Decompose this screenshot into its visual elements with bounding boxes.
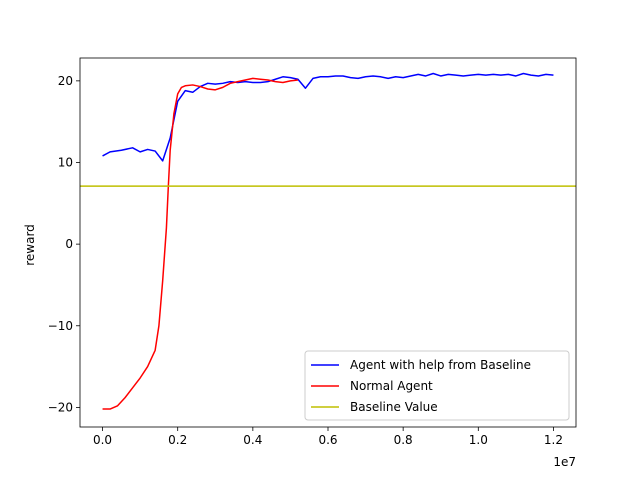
x-tick-label: 0.6 xyxy=(318,433,337,447)
legend-entry: Agent with help from Baseline xyxy=(350,358,531,372)
axes: 0.0 0.2 0.4 0.6 0.8 1.0 1.2 −20 −10 0 10 20 xyxy=(48,57,577,447)
legend-entry: Baseline Value xyxy=(350,400,438,414)
y-tick-label: −20 xyxy=(48,400,73,414)
y-tick-label: −10 xyxy=(48,319,73,333)
legend-entry: Normal Agent xyxy=(350,379,433,393)
legend-box xyxy=(304,350,570,421)
y-tick-label: 0 xyxy=(65,237,73,251)
y-tick-label: 20 xyxy=(58,74,73,88)
x-axis-offset-label: 1e7 xyxy=(553,455,576,469)
series-line-normal-agent xyxy=(102,77,299,410)
x-tick-label: 0.0 xyxy=(93,433,112,447)
y-tick-label: 10 xyxy=(58,155,73,169)
series-line-agent-with-help xyxy=(102,72,554,162)
x-tick-label: 1.0 xyxy=(469,433,488,447)
x-tick-label: 0.4 xyxy=(243,433,262,447)
legend: Agent with help from Baseline Normal Agen… xyxy=(304,350,570,421)
plot-area xyxy=(80,72,576,410)
y-axis-label: reward xyxy=(23,224,37,266)
x-tick-label: 0.2 xyxy=(168,433,187,447)
x-tick-label: 0.8 xyxy=(394,433,413,447)
x-tick-label: 1.2 xyxy=(544,433,563,447)
